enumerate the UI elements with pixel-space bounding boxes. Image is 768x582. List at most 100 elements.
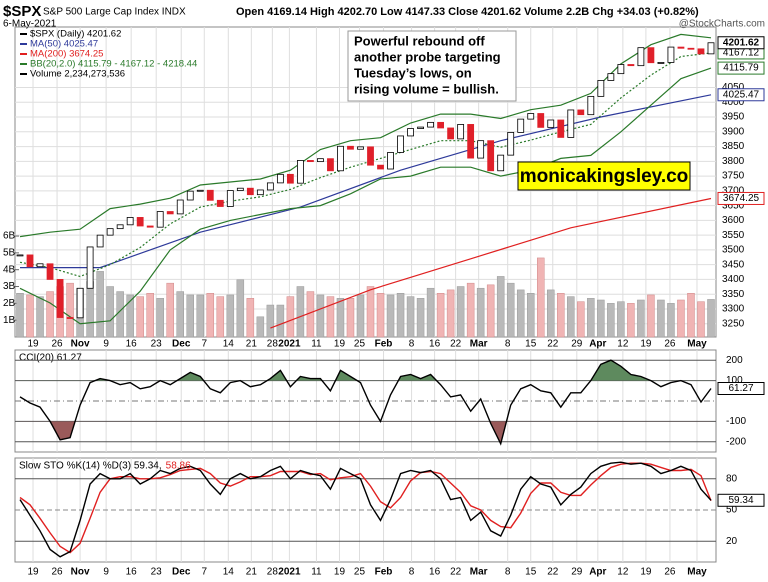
x-tick-label: 22 bbox=[450, 339, 462, 350]
candle bbox=[417, 126, 424, 129]
y-tick-label: 3300 bbox=[722, 304, 745, 315]
x-tick-label: 29 bbox=[571, 339, 583, 350]
y-tick-label: 4000 bbox=[722, 97, 745, 108]
x-tick-label: Dec bbox=[172, 567, 191, 578]
candle bbox=[16, 254, 24, 257]
candle bbox=[286, 173, 294, 184]
volume-bar bbox=[106, 286, 114, 338]
x-tick-label: Mar bbox=[470, 339, 488, 350]
volume-tick-label: 6B bbox=[3, 231, 16, 242]
annotation-line: rising volume = bullish. bbox=[354, 81, 499, 96]
volume-bar bbox=[426, 287, 435, 338]
candle bbox=[96, 234, 104, 248]
volume-bar bbox=[356, 294, 365, 338]
volume-bar bbox=[486, 284, 495, 338]
candle bbox=[497, 154, 505, 172]
bollinger-lower bbox=[19, 67, 712, 325]
x-tick-label: 21 bbox=[246, 339, 258, 350]
x-tick-label: 16 bbox=[126, 567, 138, 578]
y-tick-label: 20 bbox=[726, 536, 738, 547]
volume-bar bbox=[276, 304, 285, 338]
candle bbox=[427, 121, 434, 128]
volume-bar bbox=[476, 287, 485, 338]
volume-bar bbox=[496, 276, 505, 338]
value-box-label: 3674.25 bbox=[723, 193, 760, 204]
volume-bar bbox=[587, 298, 595, 338]
volume-bar bbox=[687, 293, 695, 338]
source: @StockCharts.com bbox=[679, 19, 765, 30]
x-tick-label: 2021 bbox=[278, 567, 301, 578]
volume-bar bbox=[416, 298, 425, 338]
x-tick-label: Feb bbox=[375, 567, 393, 578]
volume-bar bbox=[637, 299, 645, 338]
x-tick-label: 9 bbox=[103, 339, 109, 350]
candle bbox=[166, 211, 174, 215]
candle bbox=[647, 47, 655, 64]
candle bbox=[617, 64, 625, 75]
x-tick-label: 25 bbox=[354, 339, 366, 350]
x-tick-label: 8 bbox=[505, 567, 511, 578]
candle bbox=[347, 145, 354, 150]
symbol: $SPX bbox=[3, 3, 41, 20]
candle bbox=[256, 189, 264, 196]
x-tick-label: May bbox=[687, 339, 707, 350]
moving-average-line bbox=[270, 197, 712, 329]
symbol-name: S&P 500 Large Cap Index INDX bbox=[43, 7, 186, 18]
candle bbox=[537, 113, 545, 128]
value-box-label: 4201.62 bbox=[723, 37, 760, 48]
indicator-line bbox=[19, 461, 712, 558]
value-box-label: 4025.47 bbox=[723, 89, 760, 100]
y-tick-label: 3600 bbox=[722, 215, 745, 226]
volume-bar bbox=[516, 289, 525, 338]
candle bbox=[397, 135, 404, 153]
volume-bar bbox=[677, 299, 685, 338]
volume-bar bbox=[456, 286, 465, 338]
watermark: monicakingsley.co bbox=[520, 166, 689, 187]
x-tick-label: 19 bbox=[334, 567, 346, 578]
volume-bar bbox=[617, 301, 625, 338]
candle bbox=[627, 64, 635, 67]
panel-title: CCI(20) 61.27 bbox=[19, 353, 82, 364]
candle bbox=[126, 217, 134, 226]
annotation-line: Tuesday’s lows, on bbox=[354, 65, 472, 80]
x-tick-label: 7 bbox=[201, 567, 207, 578]
y-tick-label: 3700 bbox=[722, 185, 745, 196]
candle bbox=[577, 109, 585, 116]
candle bbox=[547, 119, 555, 128]
legend-entry: Volume 2,234,273,536 bbox=[30, 69, 125, 80]
volume-bar bbox=[136, 296, 144, 338]
volume-bar bbox=[366, 286, 375, 338]
x-tick-label: 11 bbox=[311, 339, 322, 350]
volume-bar bbox=[36, 296, 44, 338]
candle bbox=[457, 124, 465, 140]
indicator-line bbox=[19, 462, 712, 554]
x-tick-label: 25 bbox=[354, 567, 366, 578]
candle bbox=[467, 124, 475, 159]
volume-bar bbox=[316, 294, 325, 338]
volume-bar bbox=[246, 298, 255, 338]
x-tick-label: 16 bbox=[429, 567, 441, 578]
legend-entry: MA(200) 3674.25 bbox=[30, 49, 103, 60]
candle bbox=[136, 217, 144, 227]
y-tick-label: 3900 bbox=[722, 126, 745, 137]
x-tick-label: Nov bbox=[71, 339, 90, 350]
x-tick-label: Dec bbox=[172, 339, 191, 350]
price-frame bbox=[14, 26, 717, 338]
x-tick-label: 12 bbox=[617, 567, 629, 578]
x-tick-label: 23 bbox=[151, 339, 163, 350]
volume-bar bbox=[466, 282, 475, 338]
x-tick-label: 14 bbox=[223, 339, 235, 350]
value-box bbox=[717, 88, 765, 102]
candle bbox=[86, 246, 94, 289]
candle bbox=[657, 62, 665, 64]
y-tick-label: 3550 bbox=[722, 230, 745, 241]
candle bbox=[377, 164, 384, 170]
volume-tick-label: 1B bbox=[3, 315, 16, 326]
x-tick-label: 8 bbox=[505, 339, 511, 350]
x-tick-label: 2021 bbox=[278, 339, 301, 350]
candle bbox=[146, 225, 154, 228]
value-box-label: 59.34 bbox=[728, 495, 753, 506]
y-tick-label: 3850 bbox=[722, 141, 745, 152]
candle bbox=[557, 119, 565, 138]
x-tick-label: 26 bbox=[51, 339, 63, 350]
